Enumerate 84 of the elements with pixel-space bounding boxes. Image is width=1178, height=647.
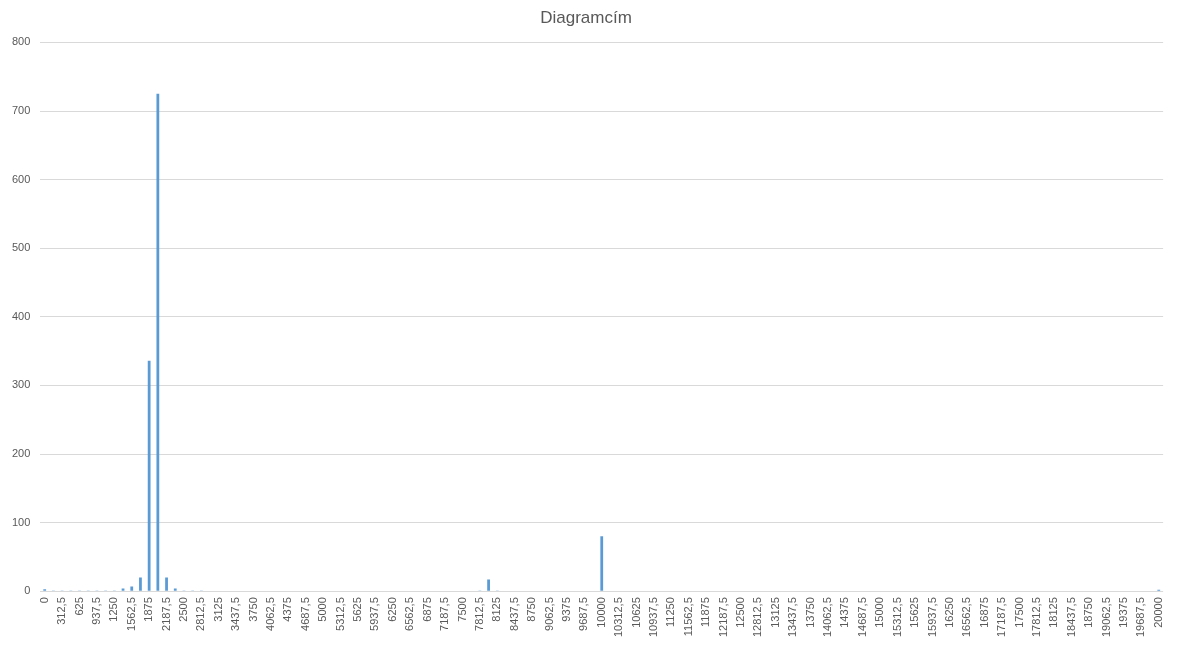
x-tick-label: 2812,5 bbox=[194, 597, 207, 631]
x-tick-label: 3750 bbox=[246, 597, 259, 622]
bar bbox=[173, 588, 177, 591]
x-tick-label: 4062,5 bbox=[264, 597, 277, 631]
x-tick-label: 19375 bbox=[1116, 597, 1129, 628]
x-tick-label: 18125 bbox=[1047, 597, 1060, 628]
bar bbox=[165, 577, 168, 591]
y-tick-label: 600 bbox=[11, 172, 31, 185]
x-tick-label: 13750 bbox=[803, 597, 816, 628]
x-tick-label: 19687,5 bbox=[1134, 597, 1147, 637]
x-tick-label: 18750 bbox=[1082, 597, 1095, 628]
x-tick-label: 7812,5 bbox=[472, 597, 485, 631]
x-tick-label: 16875 bbox=[977, 597, 990, 628]
x-tick-label: 18437,5 bbox=[1064, 597, 1077, 637]
y-tick-label: 500 bbox=[11, 241, 31, 254]
x-tick-label: 15937,5 bbox=[925, 597, 938, 637]
x-tick-label: 2500 bbox=[176, 597, 189, 622]
x-tick-label: 16562,5 bbox=[960, 597, 973, 637]
x-tick-label: 16250 bbox=[942, 597, 955, 628]
x-tick-label: 6875 bbox=[420, 597, 433, 622]
x-tick-label: 8437,5 bbox=[507, 597, 520, 631]
x-tick-label: 5312,5 bbox=[333, 597, 346, 631]
x-tick-label: 10000 bbox=[594, 597, 607, 628]
x-tick-label: 2187,5 bbox=[159, 597, 172, 631]
x-tick-label: 4375 bbox=[281, 597, 294, 622]
x-tick-label: 7187,5 bbox=[438, 597, 451, 631]
x-tick-label: 5625 bbox=[351, 597, 364, 622]
y-tick-label: 0 bbox=[24, 584, 31, 597]
x-tick-label: 14687,5 bbox=[855, 597, 868, 637]
x-tick-label: 1875 bbox=[142, 597, 155, 622]
x-tick-label: 15312,5 bbox=[890, 597, 903, 637]
x-tick-label: 11875 bbox=[699, 597, 712, 628]
x-tick-label: 937,5 bbox=[89, 597, 102, 625]
x-tick-label: 11562,5 bbox=[681, 597, 694, 637]
x-tick-label: 8750 bbox=[525, 597, 538, 622]
x-tick-label: 15625 bbox=[908, 597, 921, 628]
chart-title: Diagramcím bbox=[540, 7, 632, 27]
y-tick-label: 400 bbox=[11, 309, 31, 322]
x-tick-label: 10937,5 bbox=[646, 597, 659, 637]
x-tick-label: 9062,5 bbox=[542, 597, 555, 631]
x-tick-label: 4687,5 bbox=[298, 597, 311, 631]
x-tick-label: 5937,5 bbox=[368, 597, 381, 631]
x-tick-label: 12187,5 bbox=[716, 597, 729, 637]
x-tick-label: 3437,5 bbox=[229, 597, 242, 631]
bar bbox=[139, 577, 142, 591]
x-tick-label: 17500 bbox=[1012, 597, 1025, 628]
bar bbox=[156, 93, 160, 591]
x-tick-label: 12812,5 bbox=[751, 597, 764, 637]
bar bbox=[600, 536, 604, 591]
bar bbox=[147, 360, 151, 591]
x-tick-label: 9375 bbox=[559, 597, 572, 622]
x-tick-label: 6562,5 bbox=[403, 597, 416, 631]
x-tick-label: 1250 bbox=[107, 597, 120, 622]
x-tick-label: 15000 bbox=[873, 597, 886, 628]
x-tick-label: 8125 bbox=[490, 597, 503, 622]
x-tick-label: 625 bbox=[72, 597, 85, 616]
x-tick-label: 14062,5 bbox=[821, 597, 834, 637]
x-tick-label: 20000 bbox=[1151, 597, 1164, 628]
x-tick-label: 5000 bbox=[316, 597, 329, 622]
x-tick-label: 11250 bbox=[664, 597, 677, 628]
x-tick-label: 10625 bbox=[629, 597, 642, 628]
y-tick-label: 100 bbox=[11, 515, 31, 528]
x-tick-label: 3125 bbox=[211, 597, 224, 622]
x-tick-label: 19062,5 bbox=[1099, 597, 1112, 637]
x-tick-label: 7500 bbox=[455, 597, 468, 622]
x-tick-label: 1562,5 bbox=[124, 597, 137, 631]
x-tick-label: 13125 bbox=[768, 597, 781, 628]
bar bbox=[130, 586, 134, 591]
x-tick-label: 10312,5 bbox=[612, 597, 625, 637]
x-tick-label: 312,5 bbox=[55, 597, 68, 625]
x-tick-label: 0 bbox=[37, 597, 50, 604]
bar bbox=[487, 579, 490, 591]
y-tick-label: 200 bbox=[11, 447, 31, 460]
x-tick-label: 9687,5 bbox=[577, 597, 590, 631]
x-tick-label: 12500 bbox=[734, 597, 747, 628]
x-tick-label: 17812,5 bbox=[1029, 597, 1042, 637]
y-tick-label: 300 bbox=[11, 378, 31, 391]
x-tick-label: 17187,5 bbox=[995, 597, 1008, 637]
bar bbox=[121, 588, 125, 591]
x-tick-label: 13437,5 bbox=[786, 597, 799, 637]
y-tick-label: 700 bbox=[11, 104, 31, 117]
x-tick-label: 6250 bbox=[385, 597, 398, 622]
y-tick-label: 800 bbox=[11, 35, 31, 48]
x-tick-label: 14375 bbox=[838, 597, 851, 628]
